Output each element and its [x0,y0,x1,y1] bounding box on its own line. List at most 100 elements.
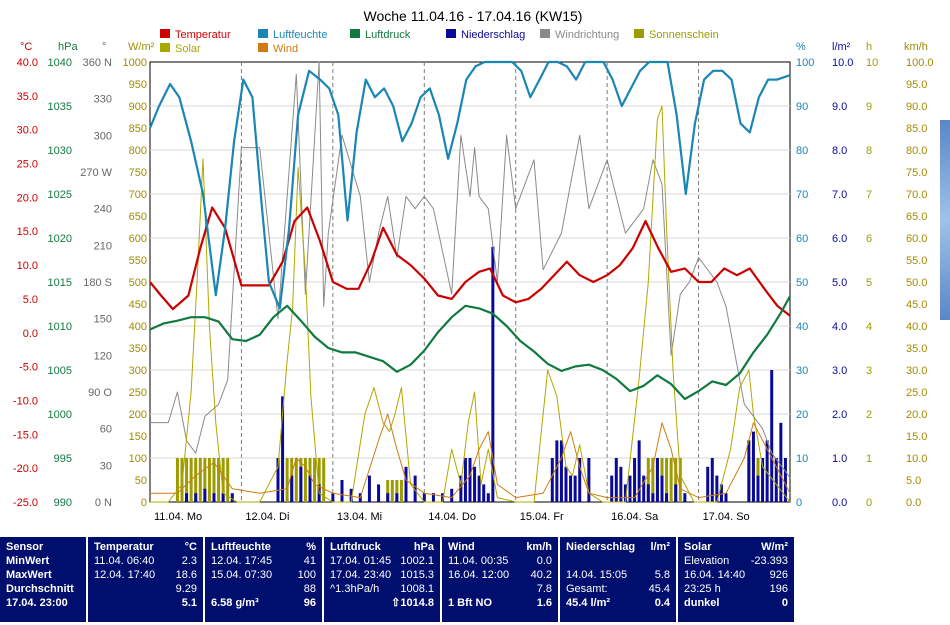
axis-tick-label: 5.0 [23,294,38,306]
rain-bar [290,475,294,502]
column-unit: km/h [526,541,552,553]
x-tick-label: 15.04. Fr [520,511,564,523]
axis-tick-label: 0 [866,497,872,509]
axis-tick-label: -10.0 [13,395,38,407]
axis-tick-label: 150 [129,431,147,443]
axis-tick-label: 30 [796,365,808,377]
legend-label: Temperatur [175,29,231,41]
column-unit: °C [184,541,197,553]
x-tick-label: 13.04. Mi [337,511,382,523]
axis-unit: l/m² [832,41,851,53]
axis-tick-label: 80 [796,145,808,157]
axis-tick-label: 270 W [80,167,112,179]
axis-tick-label: 1030 [48,145,72,157]
axis-tick-label: 20 [796,409,808,421]
cell-value: 40.2 [530,569,552,581]
axis-tick-label: 20.0 [906,409,927,421]
axis-unit: h [866,41,872,53]
axis-tick-label: 1020 [48,233,72,245]
rain-bar [477,475,481,502]
column-unit: % [306,541,316,553]
axis-tick-label: 10 [866,57,878,69]
axis-tick-label: 90.0 [906,101,927,113]
legend-swatch [258,43,268,52]
axis-tick-label: 8.0 [832,145,847,157]
legend-label: Sonnenschein [649,29,719,41]
rain-bar [637,440,641,502]
axis-tick-label: 300 [94,130,112,142]
cell-time: 6.58 g/m³ [211,597,259,609]
rain-bar [578,458,582,502]
rain-bar [441,493,445,502]
cell-value: 18.6 [175,569,197,581]
cell-value: 5.1 [181,597,197,609]
axis-tick-label: 30 [100,460,112,472]
axis-tick-label: 990 [54,497,72,509]
cell-value: 1.6 [536,597,552,609]
axis-tick-label: 50.0 [906,277,927,289]
axis-tick-label: -15.0 [13,429,38,441]
axis-tick-label: 65.0 [906,211,927,223]
axis-tick-label: 2.0 [832,409,847,421]
legend-swatch [446,29,456,38]
cell-value: ⇧1014.8 [391,597,434,609]
cell-value: 2.3 [181,555,197,567]
series-line-luftfeuchte [148,60,791,310]
cell-time: 12.04. 17:40 [94,569,156,581]
chart-title: Woche 11.04.16 - 17.04.16 (KW15) [364,8,583,24]
sensor-header: Sensor [6,541,44,553]
axis-tick-label: 8 [866,145,872,157]
axis-tick-label: 1000 [123,57,147,69]
sunshine-bar [226,458,230,502]
axis-tick-label: 1 [866,453,872,465]
rain-bar [386,493,390,502]
x-tick-label: 17.04. So [703,511,750,523]
axis-tick-label: 0 N [95,497,112,509]
cell-value: 0.4 [654,597,670,609]
axis-tick-label: 100.0 [906,57,934,69]
rain-bar [783,458,787,502]
axis-tick-label: 950 [129,79,147,91]
axis-tick-label: 40.0 [17,57,38,69]
sunshine-bar [317,458,321,502]
cell-time: 1 Bft NO [448,597,492,609]
legend-swatch [160,29,170,38]
axis-tick-label: 25.0 [17,159,38,171]
axis-tick-label: 750 [129,167,147,179]
axis-tick-label: 350 [129,343,147,355]
axis-tick-label: 0 [796,497,802,509]
axis-tick-label: 650 [129,211,147,223]
axis-tick-label: 6.0 [832,233,847,245]
sunshine-bar [669,458,673,502]
axis-unit: W/m² [128,41,155,53]
rain-bar [573,475,577,502]
rain-bar [463,458,467,502]
rain-bar [367,475,371,502]
axis-tick-label: 80.0 [906,145,927,157]
rain-bar [340,480,344,502]
axis-tick-label: 5.0 [906,475,921,487]
axis-tick-label: 85.0 [906,123,927,135]
axis-tick-label: 60.0 [906,233,927,245]
column-unit: hPa [413,541,434,553]
axis-unit: ° [102,41,106,53]
axis-tick-label: 35.0 [17,91,38,103]
cell-time: dunkel [684,597,720,609]
solar-column: Solar W/m² Elevation -23.393 16.04. 14:40 9… [678,537,794,622]
cell-time: 14.04. 15:05 [566,569,628,581]
x-tick-label: 16.04. Sa [611,511,659,523]
rain-bar [683,493,687,502]
sunshine-bar [185,458,189,502]
axis-tick-label: 40 [796,321,808,333]
axis-tick-label: 95.0 [906,79,927,91]
axis-tick-label: 1010 [48,321,72,333]
rain-bar [724,493,728,502]
rain-bar [610,475,614,502]
rain-bar [281,396,285,502]
axis-tick-label: 10 [796,453,808,465]
chart-legend: Temperatur Luftfeuchte Luftdruck Niederschl… [160,29,719,55]
row-label: 17.04. 23:00 [6,597,68,609]
axis-tick-label: 5.0 [832,277,847,289]
axis-tick-label: 4 [866,321,872,333]
legend-swatch [634,29,644,38]
